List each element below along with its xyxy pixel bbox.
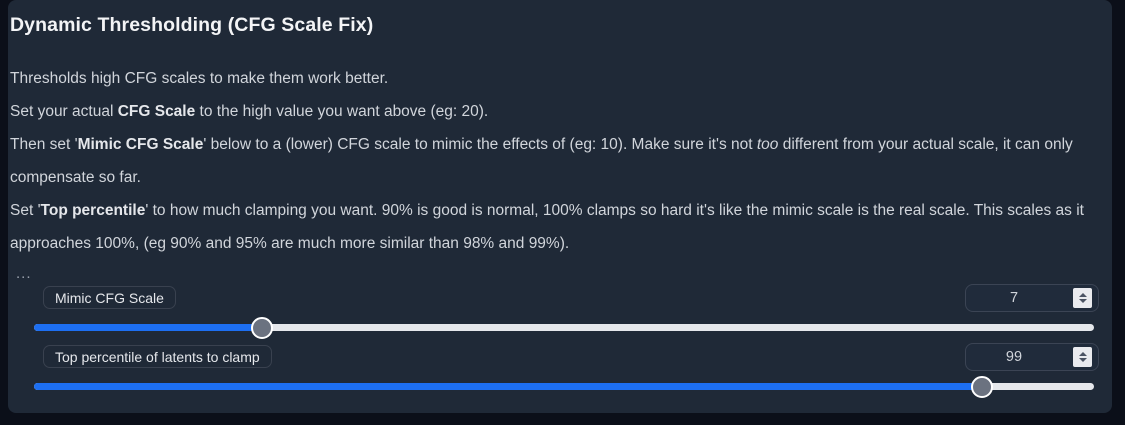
slider-fill-top-percentile [34,383,982,390]
description-line-1-text: Thresholds high CFG scales to make them … [10,70,389,87]
slider-thumb-mimic-cfg-scale[interactable] [250,316,273,339]
slider-label-mimic-cfg-scale: Mimic CFG Scale [43,286,176,309]
description-line-2-suffix: to the high value you want above (eg: 20… [195,103,489,120]
description-line-3-suffix: different from your actual scale, it can… [10,136,1073,186]
slider-fill-mimic-cfg-scale [34,324,262,331]
description-top-percentile-bold: Top percentile [40,202,146,219]
description-line-2: Set your actual CFG Scale to the high va… [10,95,1100,128]
slider-track-mimic-cfg-scale[interactable] [34,316,1094,339]
slider-label-top-percentile: Top percentile of latents to clamp [43,345,272,368]
panel-description: Thresholds high CFG scales to make them … [10,62,1100,260]
description-cfg-scale-bold: CFG Scale [117,103,196,120]
chevron-up-icon[interactable] [1078,352,1087,356]
panel-content: Dynamic Thresholding (CFG Scale Fix) Thr… [8,0,1112,413]
description-line-2-prefix: Set your actual [10,103,118,120]
description-line-4-suffix: ' to how much clamping you want. 90% is … [10,202,1084,252]
slider-track-top-percentile[interactable] [34,375,1094,398]
drag-handle-ellipsis-icon[interactable]: ... [16,265,32,282]
description-too-italic: too [756,136,779,153]
description-line-4-prefix: Set ' [10,202,41,219]
number-value-mimic-cfg-scale[interactable]: 7 [1009,290,1019,306]
chevron-down-icon[interactable] [1078,299,1087,303]
chevron-up-icon[interactable] [1078,293,1087,297]
number-value-top-percentile[interactable]: 99 [1005,349,1023,365]
description-line-3-mid: ' below to a (lower) CFG scale to mimic … [203,136,757,153]
number-spinner-mimic-cfg-scale[interactable] [1073,288,1092,308]
description-line-1: Thresholds high CFG scales to make them … [10,62,1100,95]
number-input-mimic-cfg-scale[interactable]: 7 [965,284,1099,312]
description-line-3: Then set 'Mimic CFG Scale' below to a (l… [10,128,1100,194]
slider-thumb-top-percentile[interactable] [970,375,993,398]
slider-row-mimic-cfg-scale: Mimic CFG Scale 7 [26,282,1102,344]
slider-row-top-percentile: Top percentile of latents to clamp 99 [26,341,1102,403]
description-line-3-prefix: Then set ' [10,136,78,153]
number-spinner-top-percentile[interactable] [1073,347,1092,367]
description-mimic-cfg-scale-bold: Mimic CFG Scale [77,136,204,153]
panel-title: Dynamic Thresholding (CFG Scale Fix) [10,14,374,36]
number-input-top-percentile[interactable]: 99 [965,343,1099,371]
description-line-4: Set 'Top percentile' to how much clampin… [10,194,1100,260]
dynamic-thresholding-panel: Dynamic Thresholding (CFG Scale Fix) Thr… [8,0,1112,413]
chevron-down-icon[interactable] [1078,358,1087,362]
